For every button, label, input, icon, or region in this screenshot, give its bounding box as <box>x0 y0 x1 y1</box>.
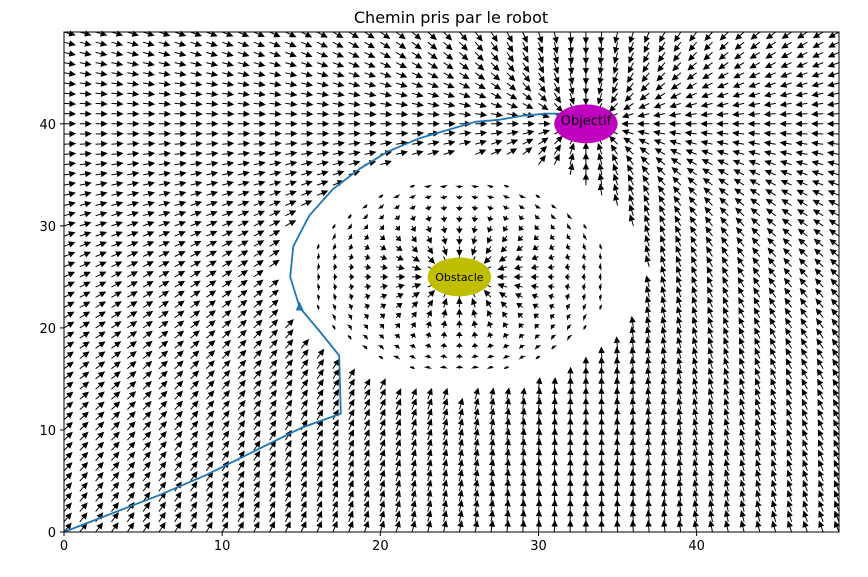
x-tick-label: 30 <box>530 539 547 554</box>
field-arrows <box>63 30 840 533</box>
x-tick-label: 40 <box>688 539 705 554</box>
path-direction-arrow <box>295 301 304 311</box>
obstacle-ellipse <box>427 257 492 297</box>
axes: 0 10 20 30 40 0 10 20 30 40 <box>39 31 840 554</box>
robot-path <box>63 112 590 533</box>
vector-field <box>63 30 840 533</box>
y-tick-label: 30 <box>39 220 56 235</box>
path-line <box>63 112 590 533</box>
x-tick-label: 10 <box>214 539 231 554</box>
y-tick-label: 20 <box>39 322 56 337</box>
x-tick-label: 20 <box>372 539 389 554</box>
goal-label: Objectif <box>561 114 612 129</box>
markers: Obstacle Objectif <box>427 104 618 297</box>
y-tick-label: 10 <box>39 424 56 439</box>
y-tick-label: 40 <box>39 118 56 133</box>
x-tick-label: 0 <box>60 539 68 554</box>
goal-ellipse <box>554 104 618 144</box>
plot-frame <box>63 31 840 533</box>
y-tick-label: 0 <box>48 526 56 541</box>
chart-title: Chemin pris par le robot <box>354 8 548 27</box>
obstacle-label: Obstacle <box>435 271 484 284</box>
